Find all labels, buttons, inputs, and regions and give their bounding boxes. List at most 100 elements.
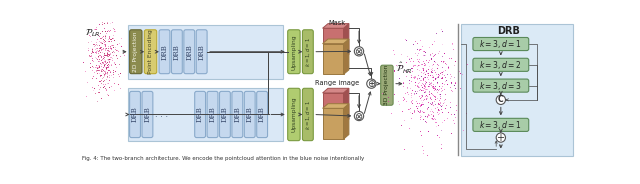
Point (408, 76, 419, 79)
Point (420, 120, 431, 123)
Point (436, 28, 446, 31)
Point (108, 36, 118, 39)
Text: $+$: $+$ (496, 132, 506, 143)
Point (94, 46, 104, 49)
Text: DRB: DRB (234, 107, 241, 122)
Point (84, 61, 95, 64)
Point (450, 82, 460, 84)
Point (95, 74, 105, 77)
Point (109, 29, 119, 32)
Point (90, 71, 100, 74)
Point (103, 53, 113, 56)
Point (399, 96, 409, 99)
Point (106, 47, 116, 50)
Point (438, 60, 448, 63)
Point (422, 71, 433, 74)
Point (88, 75, 98, 77)
Point (100, 47, 110, 50)
Point (104, 68, 115, 71)
Point (428, 111, 438, 114)
Point (444, 85, 454, 88)
Point (451, 104, 461, 107)
Point (392, 100, 403, 102)
Point (90, 51, 100, 54)
Point (427, 93, 437, 95)
Point (437, 75, 447, 78)
Point (449, 113, 459, 116)
Point (377, 91, 387, 94)
Point (404, 126, 414, 129)
Point (412, 68, 422, 71)
Point (100, 61, 110, 64)
Point (422, 88, 432, 91)
Point (95, 75, 106, 78)
Point (419, 89, 429, 92)
Point (430, 71, 440, 74)
Point (426, 70, 436, 73)
Point (86, 85, 97, 88)
Point (102, 52, 113, 55)
Point (106, 63, 116, 66)
Point (406, 101, 416, 104)
Text: $\otimes$: $\otimes$ (355, 111, 364, 121)
Point (117, 52, 127, 54)
Circle shape (496, 95, 506, 105)
Point (91, 77, 101, 80)
Point (404, 82, 414, 85)
Point (422, 73, 433, 76)
Point (419, 70, 429, 73)
Point (414, 101, 424, 104)
Point (426, 98, 436, 101)
Point (457, 72, 467, 75)
Point (439, 118, 449, 121)
FancyBboxPatch shape (207, 91, 218, 138)
Point (96, 68, 106, 71)
Point (99, 64, 109, 67)
Point (111, 57, 122, 60)
Point (111, 54, 121, 57)
Point (95, 46, 106, 49)
Point (92, 72, 102, 75)
Point (93, 69, 103, 72)
Point (383, 99, 393, 102)
Point (412, 90, 422, 93)
Point (436, 43, 447, 46)
Point (438, 69, 448, 72)
Point (405, 106, 415, 109)
Point (109, 61, 119, 64)
Point (94, 65, 104, 68)
Point (97, 76, 108, 79)
Point (103, 54, 113, 57)
Point (98, 39, 108, 42)
Point (436, 77, 446, 80)
FancyBboxPatch shape (473, 118, 529, 131)
Point (104, 28, 115, 31)
Point (92, 58, 102, 61)
Point (429, 88, 439, 91)
Point (99, 53, 109, 56)
Point (109, 69, 120, 72)
Point (101, 54, 111, 57)
Point (419, 62, 429, 65)
Point (437, 66, 447, 69)
Point (412, 77, 422, 80)
Point (418, 72, 428, 75)
Point (424, 83, 435, 86)
Point (414, 58, 424, 61)
Point (104, 21, 115, 24)
Point (94, 64, 104, 67)
Text: C: C (498, 95, 504, 104)
Point (431, 120, 441, 123)
Point (97, 71, 108, 74)
Point (99, 42, 109, 45)
Point (429, 68, 439, 71)
Point (398, 82, 408, 84)
Point (436, 89, 446, 92)
Point (433, 103, 444, 106)
Point (406, 92, 416, 95)
FancyBboxPatch shape (232, 91, 243, 138)
Point (445, 132, 456, 135)
FancyBboxPatch shape (303, 30, 313, 74)
Point (428, 76, 438, 79)
Point (461, 112, 472, 115)
